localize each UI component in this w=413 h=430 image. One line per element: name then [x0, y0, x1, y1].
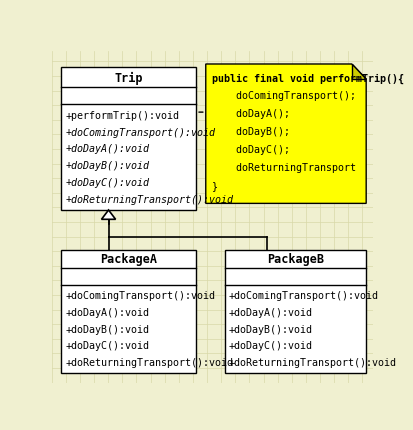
Text: doReturningTransport: doReturningTransport: [211, 163, 355, 172]
Text: +performTrip():void: +performTrip():void: [65, 111, 179, 120]
Text: public final void performTrip(){: public final void performTrip(){: [211, 73, 403, 83]
Bar: [61, 68, 196, 211]
Text: +doComingTransport():void: +doComingTransport():void: [65, 291, 215, 301]
Text: +doDayB():void: +doDayB():void: [65, 161, 149, 171]
Text: +doDayA():void: +doDayA():void: [65, 144, 149, 154]
Polygon shape: [351, 65, 365, 80]
Text: doDayA();: doDayA();: [211, 109, 289, 119]
Text: PackageB: PackageB: [266, 253, 323, 266]
Text: doDayC();: doDayC();: [211, 144, 289, 154]
Text: +doReturningTransport():void: +doReturningTransport():void: [228, 357, 396, 367]
Bar: [225, 250, 366, 373]
Text: +doDayA():void: +doDayA():void: [65, 307, 149, 317]
Text: +doDayC():void: +doDayC():void: [228, 341, 312, 350]
Text: +doComingTransport():void: +doComingTransport():void: [228, 291, 378, 301]
Text: +doDayC():void: +doDayC():void: [65, 178, 149, 188]
Text: PackageA: PackageA: [100, 253, 157, 266]
Text: +doReturningTransport():void: +doReturningTransport():void: [65, 357, 233, 367]
Text: doDayB();: doDayB();: [211, 127, 289, 137]
Text: +doDayC():void: +doDayC():void: [65, 341, 149, 350]
Text: +doDayB():void: +doDayB():void: [228, 324, 312, 334]
Text: +doDayA():void: +doDayA():void: [228, 307, 312, 317]
Text: Trip: Trip: [114, 71, 142, 85]
Bar: [61, 250, 196, 373]
Text: }: }: [211, 180, 217, 190]
Text: doComingTransport();: doComingTransport();: [211, 91, 355, 101]
Polygon shape: [101, 211, 115, 220]
Text: +doDayB():void: +doDayB():void: [65, 324, 149, 334]
Polygon shape: [205, 65, 365, 204]
Text: +doReturningTransport():void: +doReturningTransport():void: [65, 195, 233, 205]
Text: +doComingTransport():void: +doComingTransport():void: [65, 127, 215, 137]
